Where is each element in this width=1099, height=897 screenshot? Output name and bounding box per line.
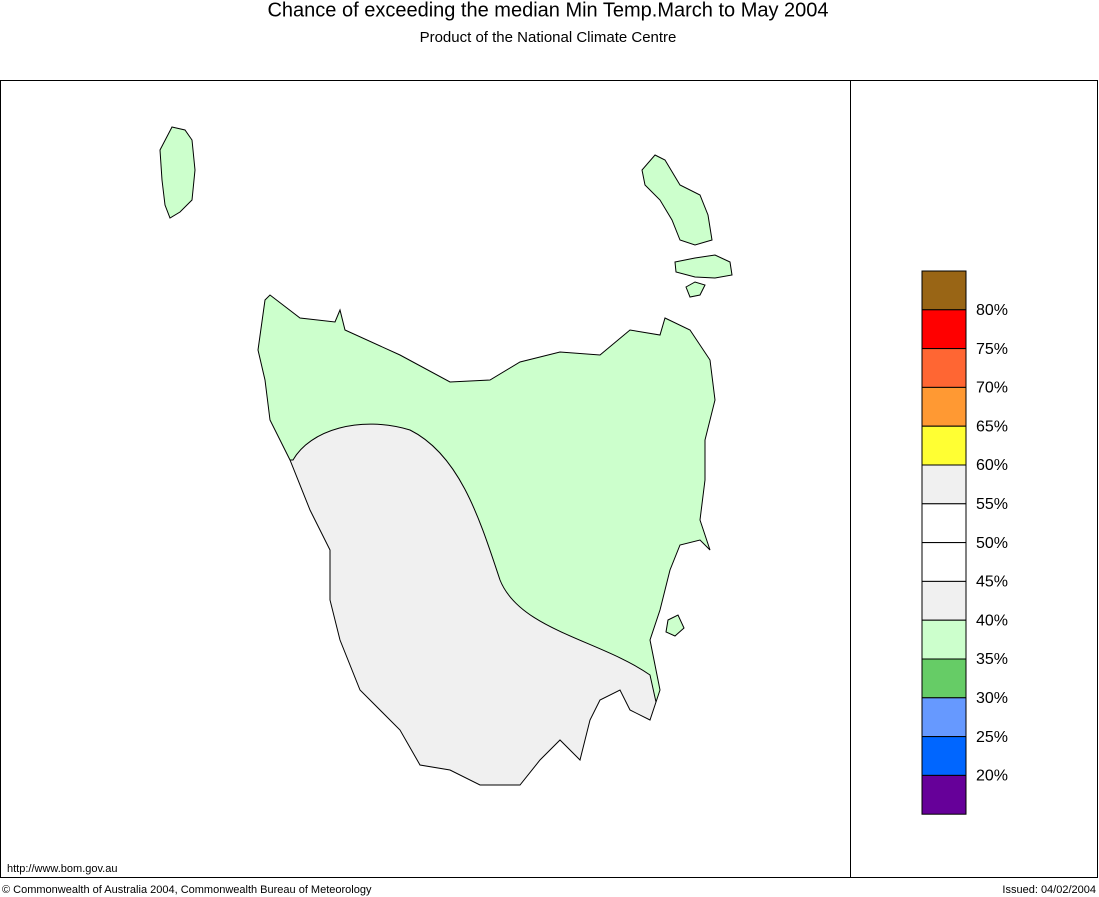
legend-label: 80% <box>976 302 1008 319</box>
legend-swatch <box>921 270 967 311</box>
legend-label: 25% <box>976 729 1008 746</box>
legend-swatch <box>921 736 967 776</box>
legend-swatch <box>921 697 967 738</box>
legend-swatch <box>921 386 967 427</box>
legend: 80% 75% 70% 65% 60% 55% 50% 45% 40% 35% 30% 25% 20% <box>921 270 1008 815</box>
map-frame <box>0 80 1098 878</box>
legend-swatch <box>921 425 967 466</box>
legend-swatch <box>921 619 967 660</box>
legend-swatch <box>921 348 967 388</box>
maria-island <box>665 614 685 637</box>
legend-label: 60% <box>976 457 1008 474</box>
legend-label: 75% <box>976 341 1008 358</box>
legend-label: 65% <box>976 418 1008 435</box>
legend-label: 70% <box>976 380 1008 397</box>
legend-swatch <box>921 542 967 582</box>
legend-label: 50% <box>976 535 1008 552</box>
king-island <box>159 126 196 219</box>
legend-label: 35% <box>976 651 1008 668</box>
legend-swatch <box>921 580 967 621</box>
legend-label: 40% <box>976 612 1008 629</box>
legend-label: 30% <box>976 690 1008 707</box>
legend-swatch <box>921 464 967 505</box>
legend-swatch <box>921 503 967 544</box>
flinders-island <box>641 154 713 246</box>
legend-label: 45% <box>976 574 1008 591</box>
legend-label: 55% <box>976 496 1008 513</box>
map <box>159 126 733 786</box>
cape-barren-island <box>674 254 733 279</box>
legend-swatch <box>921 309 967 350</box>
small-island <box>685 281 706 298</box>
title: Chance of exceeding the median Min Temp.… <box>267 0 828 21</box>
legend-swatch <box>921 774 967 815</box>
issued: Issued: 04/02/2004 <box>1002 884 1096 896</box>
subtitle: Product of the National Climate Centre <box>420 29 677 46</box>
url: http://www.bom.gov.au <box>7 863 117 875</box>
legend-swatch <box>921 658 967 699</box>
copyright: © Commonwealth of Australia 2004, Common… <box>2 884 372 896</box>
legend-label: 20% <box>976 768 1008 785</box>
